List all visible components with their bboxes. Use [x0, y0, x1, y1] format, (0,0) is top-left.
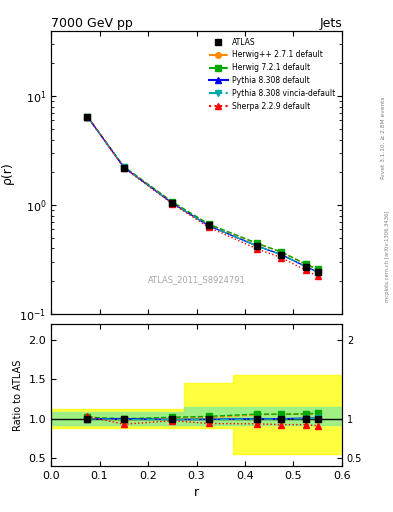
Herwig 7.2.1 default	[121, 164, 126, 170]
Herwig++ 2.7.1 default	[303, 261, 308, 267]
Pythia 8.308 default	[206, 223, 211, 229]
Pythia 8.308 vincia-default	[206, 223, 211, 229]
Sherpa 2.2.9 default	[255, 246, 259, 252]
Herwig++ 2.7.1 default	[121, 164, 126, 170]
Herwig 7.2.1 default	[279, 249, 284, 255]
Line: Sherpa 2.2.9 default: Sherpa 2.2.9 default	[84, 114, 320, 279]
Line: Herwig 7.2.1 default: Herwig 7.2.1 default	[84, 114, 320, 272]
Pythia 8.308 default	[121, 164, 126, 170]
Pythia 8.308 default	[255, 243, 259, 249]
Pythia 8.308 default	[170, 200, 174, 206]
Legend: ATLAS, Herwig++ 2.7.1 default, Herwig 7.2.1 default, Pythia 8.308 default, Pythi: ATLAS, Herwig++ 2.7.1 default, Herwig 7.…	[206, 34, 338, 114]
Herwig++ 2.7.1 default	[315, 266, 320, 272]
Herwig++ 2.7.1 default	[255, 241, 259, 247]
Sherpa 2.2.9 default	[279, 254, 284, 261]
Herwig++ 2.7.1 default	[170, 199, 174, 205]
Text: Rivet 3.1.10, ≥ 2.8M events: Rivet 3.1.10, ≥ 2.8M events	[381, 97, 386, 180]
Sherpa 2.2.9 default	[303, 267, 308, 273]
Herwig 7.2.1 default	[206, 221, 211, 227]
Text: Jets: Jets	[319, 16, 342, 30]
X-axis label: r: r	[194, 486, 199, 499]
Herwig 7.2.1 default	[255, 240, 259, 246]
Pythia 8.308 vincia-default	[121, 164, 126, 170]
Y-axis label: Ratio to ATLAS: Ratio to ATLAS	[13, 359, 23, 431]
Herwig 7.2.1 default	[85, 114, 90, 120]
Pythia 8.308 vincia-default	[315, 269, 320, 275]
Pythia 8.308 vincia-default	[170, 200, 174, 206]
Herwig++ 2.7.1 default	[279, 249, 284, 255]
Herwig 7.2.1 default	[303, 261, 308, 267]
Sherpa 2.2.9 default	[315, 273, 320, 279]
Pythia 8.308 vincia-default	[85, 114, 90, 120]
Sherpa 2.2.9 default	[206, 224, 211, 230]
Text: 7000 GeV pp: 7000 GeV pp	[51, 16, 133, 30]
Pythia 8.308 vincia-default	[303, 264, 308, 270]
Pythia 8.308 default	[85, 114, 90, 120]
Line: Herwig++ 2.7.1 default: Herwig++ 2.7.1 default	[84, 114, 320, 272]
Line: Pythia 8.308 vincia-default: Pythia 8.308 vincia-default	[84, 114, 320, 275]
Sherpa 2.2.9 default	[85, 114, 90, 120]
Pythia 8.308 default	[303, 264, 308, 270]
Text: ATLAS_2011_S8924791: ATLAS_2011_S8924791	[148, 275, 245, 284]
Y-axis label: ρ(r): ρ(r)	[1, 161, 14, 184]
Herwig++ 2.7.1 default	[85, 114, 90, 120]
Herwig 7.2.1 default	[315, 266, 320, 272]
Herwig 7.2.1 default	[170, 199, 174, 205]
Pythia 8.308 vincia-default	[255, 243, 259, 249]
Pythia 8.308 default	[279, 251, 284, 258]
Sherpa 2.2.9 default	[121, 165, 126, 171]
Sherpa 2.2.9 default	[170, 201, 174, 207]
Herwig++ 2.7.1 default	[206, 222, 211, 228]
Line: Pythia 8.308 default: Pythia 8.308 default	[84, 114, 320, 275]
Text: mcplots.cern.ch [arXiv:1306.3436]: mcplots.cern.ch [arXiv:1306.3436]	[386, 210, 390, 302]
Pythia 8.308 default	[315, 269, 320, 275]
Pythia 8.308 vincia-default	[279, 251, 284, 258]
